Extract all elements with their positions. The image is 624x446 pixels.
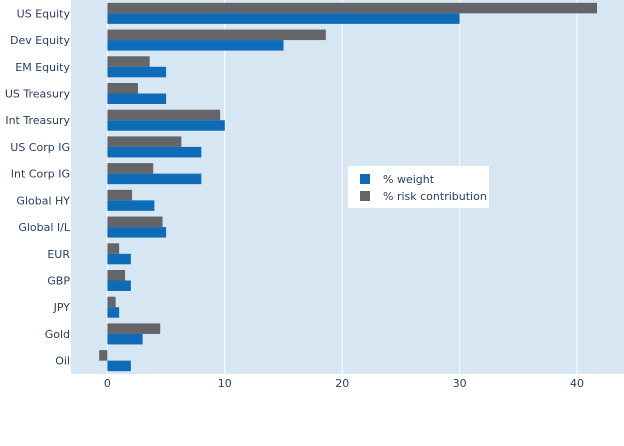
bar-weight-gbp xyxy=(107,280,131,291)
bar-risk-contribution-int-treasury xyxy=(107,109,221,121)
bar-risk-contribution-global-hy xyxy=(107,189,133,201)
bar-risk-contribution-us-equity xyxy=(107,2,597,14)
bar-weight-us-equity xyxy=(107,13,460,24)
bar-weight-jpy xyxy=(107,307,120,318)
legend-item-weight[interactable]: % weight xyxy=(360,171,489,187)
bar-weight-gold xyxy=(107,333,143,345)
y-tick-labels: US Equity Dev Equity EM Equity US Treasury I… xyxy=(5,7,71,367)
bar-weight-global-i-l xyxy=(107,227,167,238)
bar-risk-contribution-us-corp-ig xyxy=(107,136,182,147)
y-tick-label-us-equity: US Equity xyxy=(17,7,71,20)
bar-weight-oil xyxy=(107,360,131,372)
y-tick-label-eur: EUR xyxy=(47,248,70,261)
y-tick-label-em-equity: EM Equity xyxy=(15,61,70,74)
y-tick-label-gbp: GBP xyxy=(47,275,70,288)
bar-risk-contribution-gold xyxy=(107,323,161,334)
y-tick-label-us-corp-ig: US Corp IG xyxy=(10,141,70,154)
bar-weight-int-treasury xyxy=(107,120,225,131)
y-tick-label-global-i-l: Global I/L xyxy=(18,221,71,234)
bar-weight-global-hy xyxy=(107,200,155,211)
x-tick-label-0: 0 xyxy=(104,377,111,390)
bar-risk-contribution-us-treasury xyxy=(107,83,138,94)
bar-risk-contribution-em-equity xyxy=(107,56,150,67)
bar-weight-dev-equity xyxy=(107,40,284,51)
x-tick-label-10: 10 xyxy=(218,377,232,390)
bar-risk-contribution-jpy xyxy=(107,296,116,308)
bar-weight-em-equity xyxy=(107,66,167,78)
plot-background xyxy=(71,0,624,374)
bar-weight-eur xyxy=(107,253,131,265)
bar-risk-contribution-dev-equity xyxy=(107,29,326,41)
y-tick-label-jpy: JPY xyxy=(53,301,71,314)
y-tick-label-int-corp-ig: Int Corp IG xyxy=(11,168,70,181)
bar-risk-contribution-oil xyxy=(99,350,108,361)
y-tick-label-us-treasury: US Treasury xyxy=(5,88,71,101)
bar-risk-contribution-int-corp-ig xyxy=(107,163,154,174)
bar-risk-contribution-gbp xyxy=(107,270,126,281)
x-tick-label-30: 30 xyxy=(453,377,467,390)
bar-weight-us-treasury xyxy=(107,93,167,104)
legend-item-risk-contribution[interactable]: % risk contribution xyxy=(360,188,489,204)
legend: % weight % risk contribution xyxy=(348,166,489,208)
x-tick-label-20: 20 xyxy=(335,377,349,390)
y-tick-label-int-treasury: Int Treasury xyxy=(5,114,70,127)
x-tick-labels: 0 10 20 30 40 xyxy=(104,377,584,390)
legend-label-weight: % weight xyxy=(383,172,435,186)
y-tick-label-global-hy: Global HY xyxy=(16,194,70,207)
legend-label-risk-contribution: % risk contribution xyxy=(383,189,487,203)
y-tick-label-dev-equity: Dev Equity xyxy=(10,34,71,47)
bars xyxy=(99,2,597,372)
bar-weight-int-corp-ig xyxy=(107,173,202,185)
legend-swatch-weight xyxy=(360,174,370,184)
x-tick-label-40: 40 xyxy=(570,377,584,390)
bar-risk-contribution-global-i-l xyxy=(107,216,163,228)
bar-risk-contribution-eur xyxy=(107,243,120,254)
y-tick-label-oil: Oil xyxy=(55,355,70,368)
y-tick-label-gold: Gold xyxy=(45,328,70,341)
bar-weight-us-corp-ig xyxy=(107,146,202,158)
legend-swatch-risk-contribution xyxy=(360,191,370,201)
